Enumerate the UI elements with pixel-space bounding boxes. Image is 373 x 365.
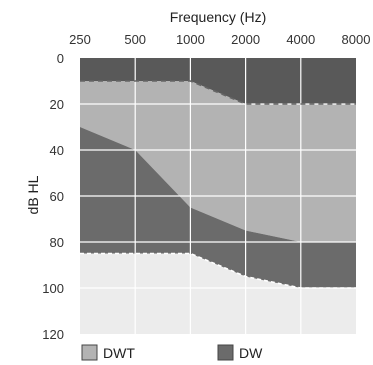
plot-area [80,58,356,334]
top-band [80,58,356,104]
x-tick-label: 250 [69,32,91,47]
y-tick-label: 0 [57,51,64,66]
x-tick-label: 4000 [286,32,315,47]
legend: DWT DW [81,344,263,361]
x-tick-label: 1000 [176,32,205,47]
x-tick-label: 500 [124,32,146,47]
y-axis-ticks: 0 20 40 60 80 100 120 [42,51,64,342]
y-tick-label: 120 [42,327,64,342]
y-tick-label: 60 [50,189,64,204]
y-tick-label: 80 [50,235,64,250]
lower-dashed-boundary [80,252,356,289]
legend-swatch-dwt [81,344,98,361]
chart-title: Frequency (Hz) [170,9,266,25]
x-tick-label: 2000 [231,32,260,47]
dwt-area [80,81,356,242]
y-tick-label: 20 [50,97,64,112]
y-tick-label: 40 [50,143,64,158]
dw-area [80,127,356,288]
y-axis-label: dB HL [25,175,41,214]
upper-dashed-boundary [80,80,356,105]
x-axis-ticks: 250 500 1000 2000 4000 8000 [69,32,370,47]
x-tick-label: 8000 [342,32,371,47]
legend-label-dwt: DWT [103,345,135,361]
y-tick-label: 100 [42,281,64,296]
legend-swatch-dw [217,344,234,361]
legend-label-dw: DW [239,345,263,361]
